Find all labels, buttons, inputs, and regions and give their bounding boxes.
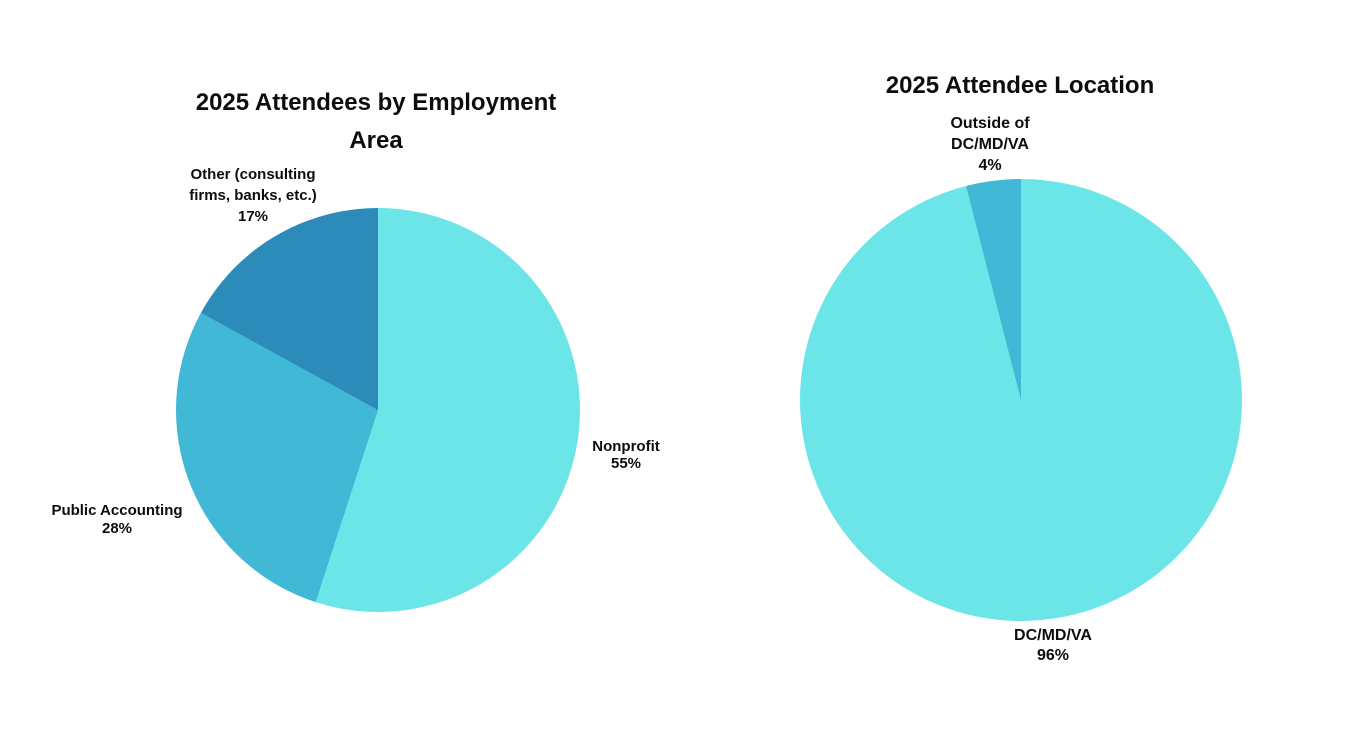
slice-label-other: Other (consulting firms, banks, etc.) 17… — [181, 164, 325, 227]
chart-employment-title: 2025 Attendees by Employment Area — [195, 89, 557, 154]
slice-label-public-accounting: Public Accounting 28% — [37, 502, 197, 538]
slice-label-outside-dmv-text: Outside of DC/MD/VA — [950, 115, 1030, 153]
slice-label-dcmdva-pct: 96% — [1036, 647, 1070, 664]
slice-label-other-pct: 17% — [237, 208, 269, 225]
slice-label-nonprofit: Nonprofit 55% — [580, 438, 672, 472]
slice-label-other-text: Other (consulting firms, banks, etc.) — [189, 166, 317, 204]
slice-label-dcmdva-text: DC/MD/VA — [1014, 627, 1092, 644]
slice-label-public-accounting-text: Public Accounting — [51, 502, 183, 519]
slice-label-dcmdva: DC/MD/VA 96% — [993, 626, 1113, 666]
slice-label-public-accounting-pct: 28% — [101, 520, 133, 537]
slice-label-outside-dmv: Outside of DC/MD/VA 4% — [928, 113, 1052, 176]
location-pie — [800, 179, 1242, 621]
chart-location-title: 2025 Attendee Location — [885, 72, 1155, 99]
employment-pie — [176, 208, 580, 612]
slice-label-nonprofit-pct: 55% — [610, 455, 642, 472]
slice-label-outside-dmv-pct: 4% — [978, 157, 1002, 174]
slice-label-nonprofit-text: Nonprofit — [592, 438, 660, 455]
